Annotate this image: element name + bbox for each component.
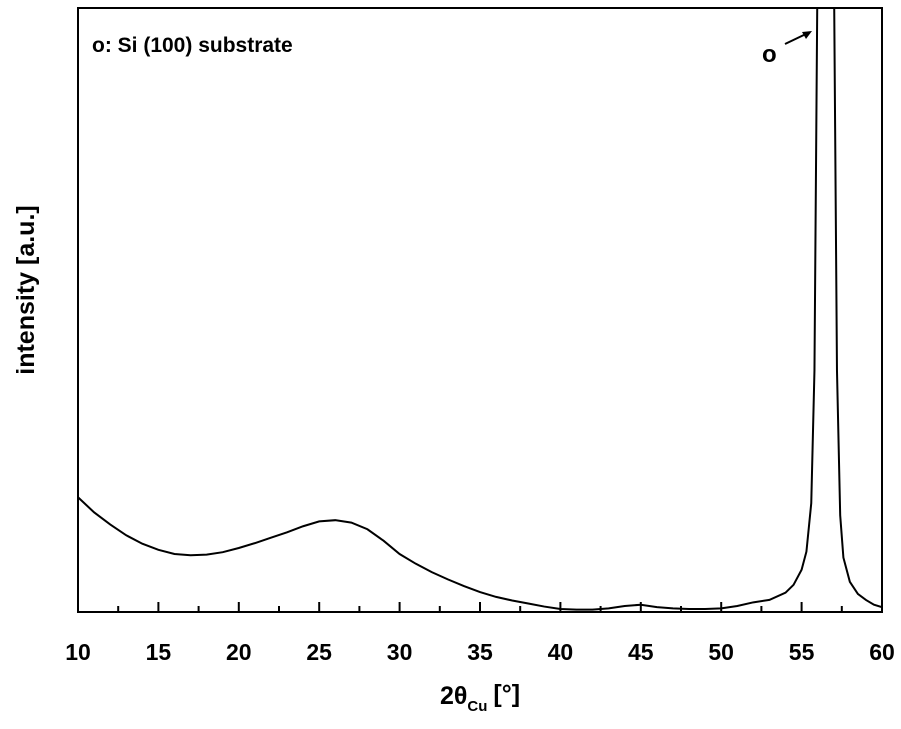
x-label-sub: Cu: [467, 698, 487, 715]
marker-arrowhead: [802, 31, 812, 39]
x-tick-label: 45: [628, 639, 654, 665]
x-tick-label: 30: [387, 639, 413, 665]
x-tick-label: 20: [226, 639, 252, 665]
data-line: [78, 8, 882, 611]
x-tick-label: 40: [548, 639, 574, 665]
x-tick-label: 15: [146, 639, 172, 665]
x-tick-label: 10: [65, 639, 91, 665]
x-axis-label: 2θCu [°]: [440, 680, 520, 715]
annotation: o: Si (100) substrate: [92, 34, 293, 57]
x-tick-label: 55: [789, 639, 815, 665]
x-label-main: 2θ: [440, 682, 467, 710]
plot-frame: [77, 7, 883, 613]
x-tick-label: 50: [708, 639, 734, 665]
x-tick-label: 25: [306, 639, 332, 665]
y-axis-label: intensity [a.u.]: [12, 205, 40, 374]
x-tick-label: 35: [467, 639, 493, 665]
x-label-unit: [°]: [493, 680, 520, 708]
x-tick-label: 60: [869, 639, 895, 665]
peak-marker: o: [762, 41, 777, 68]
